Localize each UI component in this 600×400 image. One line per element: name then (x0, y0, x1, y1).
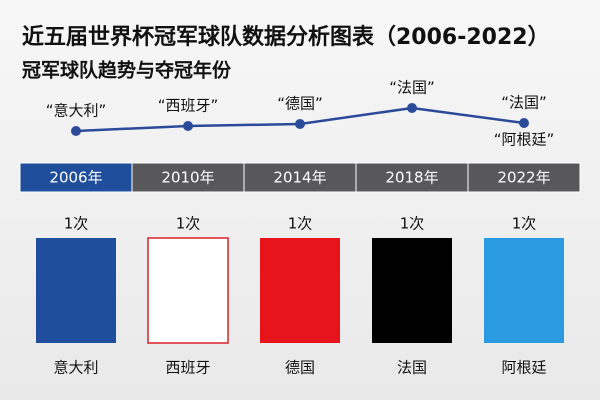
trend-label: “法国” (501, 94, 547, 112)
x-tick-label: 西班牙 (165, 359, 210, 377)
trend-point (183, 121, 193, 131)
value-label: 1次 (176, 215, 201, 233)
year-cell (131, 162, 245, 193)
chart-title: 近五届世界杯冠军球队数据分析图表（2006-2022） (22, 24, 550, 50)
year-label: 2006年 (49, 169, 102, 187)
year-cell (467, 162, 581, 193)
x-tick-label: 德国 (285, 359, 315, 377)
trend-label: “法国” (389, 79, 435, 97)
x-tick-label: 意大利 (53, 359, 98, 377)
trend-point (71, 126, 81, 136)
year-label: 2010年 (161, 169, 214, 187)
trend-point (407, 103, 417, 113)
value-label: 1次 (400, 215, 425, 233)
bar (147, 237, 229, 344)
value-label: 1次 (512, 215, 537, 233)
year-cell (243, 162, 357, 193)
chart-subtitle: 冠军球队趋势与夺冠年份 (22, 59, 232, 82)
trend-point (295, 119, 305, 129)
year-label: 2018年 (385, 169, 438, 187)
year-cell (19, 162, 133, 193)
trend-label: “西班牙” (158, 97, 219, 115)
trend-label: “意大利” (46, 102, 107, 120)
trend-label: “德国” (277, 95, 323, 113)
year-label: 2022年 (497, 169, 550, 187)
bar (260, 238, 340, 343)
value-label: 1次 (64, 215, 89, 233)
bar (36, 238, 116, 343)
year-cell (355, 162, 469, 193)
value-label: 1次 (288, 215, 313, 233)
trend-note: “阿根廷” (494, 131, 555, 149)
bar (484, 238, 564, 343)
bar (372, 238, 452, 343)
x-tick-label: 法国 (397, 359, 427, 377)
x-tick-label: 阿根廷 (501, 359, 546, 377)
trend-point (519, 118, 529, 128)
year-label: 2014年 (273, 169, 326, 187)
